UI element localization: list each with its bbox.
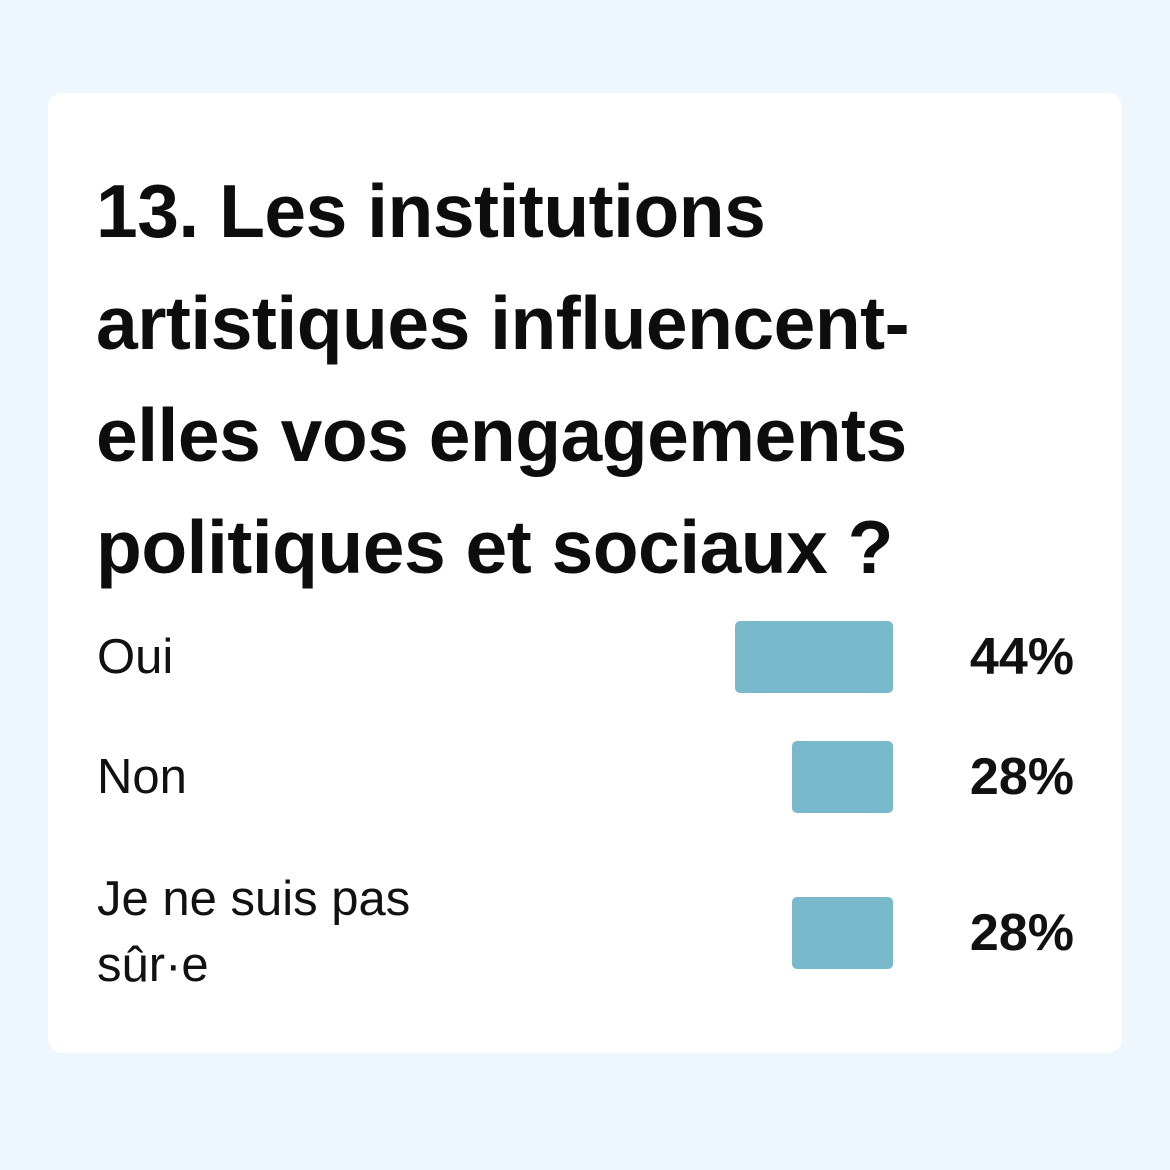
answer-value: 28% xyxy=(969,748,1074,806)
answer-label: Non xyxy=(97,750,187,804)
answer-bar xyxy=(792,897,893,969)
poll-answers: Oui 44% Non 28% Je ne suis pas sûr·e 28% xyxy=(48,93,1122,1053)
answer-value: 28% xyxy=(969,904,1074,962)
answer-label: Je ne suis pas sûr·e xyxy=(97,872,411,992)
poll-card: 13. Les institutions artistiques influen… xyxy=(48,93,1122,1053)
answer-label: Oui xyxy=(97,630,174,684)
poll-question: 13. Les institutions artistiques influen… xyxy=(96,169,910,589)
answer-bar xyxy=(735,621,893,693)
answer-value: 44% xyxy=(969,628,1074,686)
answer-bar xyxy=(792,741,893,813)
